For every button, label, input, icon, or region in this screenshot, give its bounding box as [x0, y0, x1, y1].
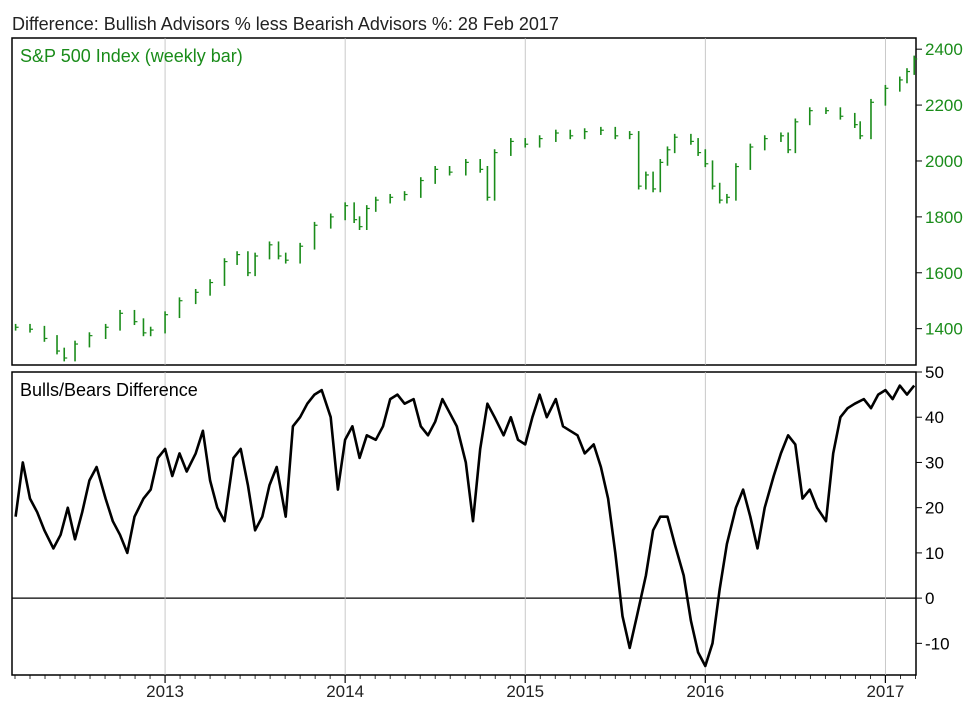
x-tick-label: 2015 [506, 682, 544, 701]
chart-title: Difference: Bullish Advisors % less Bear… [12, 14, 559, 34]
sp500-panel-label: S&P 500 Index (weekly bar) [20, 46, 243, 66]
sp500-ytick-label: 2200 [925, 96, 963, 115]
x-tick-label: 2014 [326, 682, 364, 701]
x-tick-label: 2013 [146, 682, 184, 701]
diff-ytick-label: 20 [925, 499, 944, 518]
sp500-ytick-label: 1600 [925, 264, 963, 283]
diff-ytick-label: -10 [925, 634, 950, 653]
x-tick-label: 2017 [866, 682, 904, 701]
bulls-bears-line [14, 384, 916, 668]
sp500-panel: 1400 1600 1800 2000 2200 2400 S&P 500 Index (w… [11, 37, 963, 366]
sp500-frame [11, 37, 917, 366]
diff-frame [11, 371, 917, 676]
x-axis: 2013 2014 2015 2016 2017 [14, 675, 916, 701]
x-tick-label: 2016 [686, 682, 724, 701]
sp500-ytick-label: 1400 [925, 320, 963, 339]
diff-panel-label: Bulls/Bears Difference [20, 380, 198, 400]
diff-ytick-label: 40 [925, 408, 944, 427]
diff-ytick-label: 50 [925, 363, 944, 382]
diff-ytick-label: 30 [925, 453, 944, 472]
diff-ytick-label: 0 [925, 589, 934, 608]
diff-ytick-label: 10 [925, 544, 944, 563]
bulls-bears-panel: -10 0 10 20 30 40 50 Bulls/Bears Difference [11, 363, 950, 676]
sp500-ytick-label: 2400 [925, 40, 963, 59]
sp500-ytick-label: 2000 [925, 152, 963, 171]
sp500-ytick-label: 1800 [925, 208, 963, 227]
